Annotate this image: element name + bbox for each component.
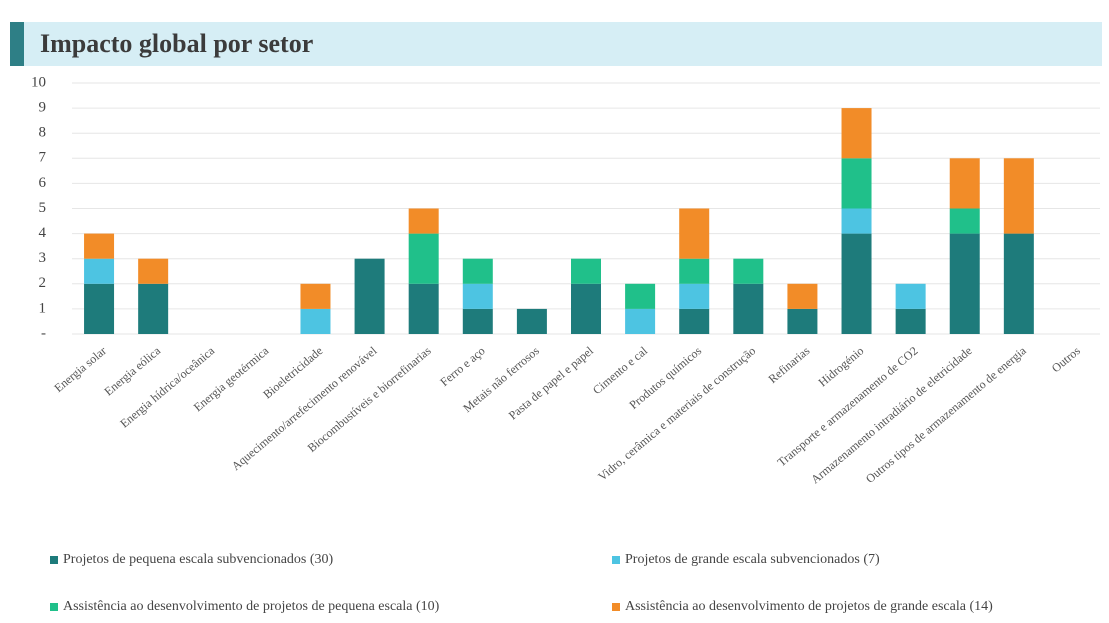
y-tick-label: 6	[39, 175, 47, 191]
bar-segment	[733, 283, 764, 334]
legend-label: Assistência ao desenvolvimento de projet…	[625, 599, 993, 614]
bar-segment	[462, 283, 493, 309]
x-tick-label: Hidrogénio	[816, 344, 867, 390]
chart-title: Impacto global por setor	[40, 29, 313, 58]
y-tick-label: 4	[39, 225, 47, 241]
bar-segment	[84, 258, 115, 284]
bar-segment	[625, 283, 656, 309]
y-tick-label: 1	[39, 300, 47, 316]
y-tick-label: 2	[39, 275, 47, 291]
bar-segment	[841, 208, 872, 234]
legend-swatch	[612, 556, 620, 564]
legend-label: Projetos de pequena escala subvencionado…	[63, 552, 334, 567]
bar-segment	[949, 158, 980, 209]
bar-segment	[408, 233, 439, 284]
bar-segment	[84, 283, 115, 334]
x-tick-label: Energia hídrica/oceânica	[117, 343, 217, 430]
x-tick-label: Energia solar	[51, 344, 109, 395]
bar-segment	[787, 283, 818, 309]
bar-segment	[138, 258, 169, 284]
bar-segment	[679, 283, 710, 309]
bar-segment	[949, 208, 980, 234]
bar-segment	[679, 308, 710, 334]
bar-segment	[787, 308, 818, 334]
legend-swatch	[50, 603, 58, 611]
bar-segment	[733, 258, 764, 284]
x-tick-label: Refinarias	[766, 343, 813, 386]
bar-segment	[408, 283, 439, 334]
bar-segment	[679, 258, 710, 284]
bar-segment	[949, 233, 980, 334]
bar-segment	[841, 158, 872, 209]
bar-segment	[408, 208, 439, 234]
x-tick-label: Ferro e aço	[437, 344, 487, 389]
y-tick-label: 7	[39, 150, 47, 166]
bar-segment	[841, 108, 872, 159]
title-band	[22, 22, 1102, 66]
bar-segment	[841, 233, 872, 334]
bar-segment	[300, 308, 331, 334]
bar-segment	[571, 258, 601, 284]
bar-segment	[571, 283, 601, 334]
bar-segment	[462, 308, 493, 334]
y-tick-label: 8	[39, 125, 47, 141]
bar-segment	[679, 208, 710, 259]
bar-segment	[1003, 233, 1034, 334]
bar-segment	[300, 283, 331, 309]
title-accent	[10, 22, 24, 66]
bar-segment	[625, 308, 656, 334]
y-tick-label: 3	[39, 250, 47, 266]
bar-segment	[1003, 158, 1034, 234]
y-tick-label: 9	[39, 100, 47, 116]
bar-segment	[895, 308, 926, 334]
y-tick-label: -	[41, 325, 46, 341]
bar-segment	[895, 283, 926, 309]
y-tick-label: 5	[39, 200, 47, 216]
bar-segment	[516, 308, 547, 334]
bar-segment	[354, 258, 385, 334]
y-tick-label: 10	[31, 74, 46, 90]
bar-segment	[138, 283, 169, 334]
bar-segment	[462, 258, 493, 284]
bar-segment	[84, 233, 115, 259]
legend-label: Assistência ao desenvolvimento de projet…	[63, 599, 440, 614]
legend-swatch	[612, 603, 620, 611]
legend-label: Projetos de grande escala subvencionados…	[625, 552, 880, 567]
legend-swatch	[50, 556, 58, 564]
x-tick-label: Outros	[1049, 343, 1083, 375]
